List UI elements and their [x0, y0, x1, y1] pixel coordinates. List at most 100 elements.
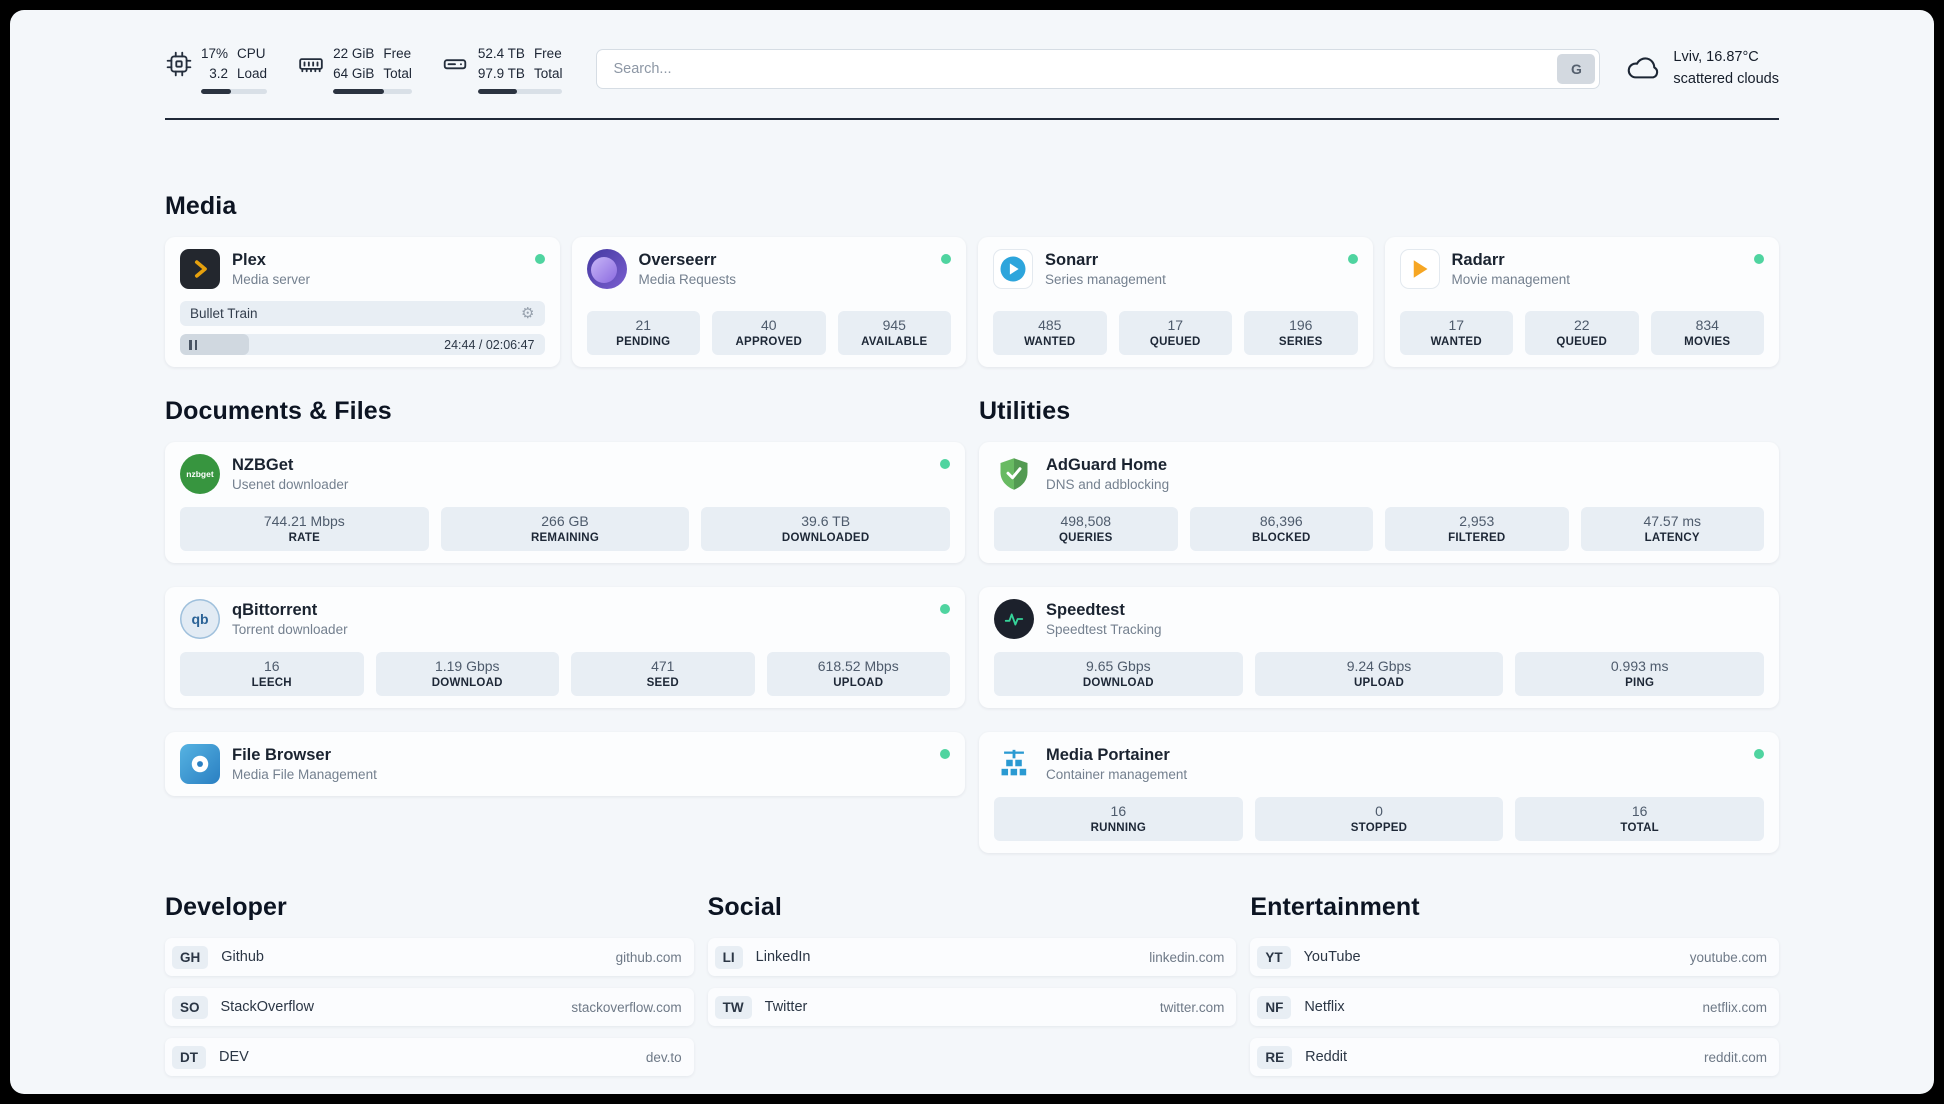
stat-label: QUERIES — [1058, 532, 1113, 545]
pause-icon[interactable] — [189, 339, 197, 350]
sonarr-status-indicator — [1347, 254, 1358, 265]
overseerr-card[interactable]: Overseerr Media Requests 21 PENDING 40 A… — [571, 237, 966, 368]
social-section-title: Social — [707, 893, 782, 922]
filebrowser-card[interactable]: File Browser Media File Management — [165, 732, 965, 797]
bookmark-name: Twitter — [764, 999, 808, 1016]
stat-value: 17 — [1448, 317, 1465, 334]
qbittorrent-status-indicator — [940, 604, 950, 615]
ram-progress-bar — [333, 89, 412, 95]
bookmark-twitter[interactable]: TW Twitter twitter.com — [707, 988, 1237, 1027]
speedtest-icon — [994, 599, 1034, 640]
media-section-title: Media — [165, 192, 237, 221]
stat-box: 16 TOTAL — [1515, 797, 1764, 842]
qbittorrent-card[interactable]: qb qBittorrent Torrent downloader 16 — [165, 587, 965, 709]
bookmark-url: reddit.com — [1703, 1049, 1767, 1065]
cpu-widget: 17% 3.2 CPU Load — [165, 44, 268, 95]
stat-box: 16 RUNNING — [994, 797, 1243, 842]
header-divider — [165, 118, 1779, 121]
overseerr-title: Overseerr — [638, 251, 717, 270]
bookmark-youtube[interactable]: YT YouTube youtube.com — [1250, 938, 1779, 977]
stat-value: 16 — [263, 658, 280, 675]
plex-player-bar[interactable]: 24:44 / 02:06:47 — [180, 334, 545, 356]
qbittorrent-subtitle: Torrent downloader — [232, 622, 348, 638]
speedtest-card[interactable]: Speedtest Speedtest Tracking 9.65 Gbps D… — [979, 587, 1779, 709]
stat-box: 39.6 TB DOWNLOADED — [701, 507, 950, 552]
nzbget-card[interactable]: nzbget NZBGet Usenet downloader 744.21 M… — [165, 442, 965, 564]
bookmark-dev[interactable]: DT DEV dev.to — [165, 1038, 694, 1077]
filebrowser-icon — [180, 744, 220, 785]
bookmark-stackoverflow[interactable]: SO StackOverflow stackoverflow.com — [165, 988, 694, 1027]
overseerr-status-indicator — [941, 254, 951, 265]
cpu-progress-fill — [201, 89, 231, 95]
stat-label: FILTERED — [1448, 532, 1506, 545]
radarr-status-indicator — [1754, 254, 1764, 265]
stat-value: 39.6 TB — [801, 513, 851, 530]
weather-widget: Lviv, 16.87°C scattered clouds — [1626, 47, 1779, 91]
stat-value: 17 — [1167, 317, 1184, 334]
stat-box: 21 PENDING — [586, 311, 700, 356]
radarr-card[interactable]: Radarr Movie management 17 WANTED 22 QUE… — [1384, 237, 1779, 368]
stat-label: UPLOAD — [1353, 677, 1405, 690]
media-section: Media Plex Media server — [165, 192, 1779, 368]
utilities-section-title: Utilities — [979, 397, 1071, 426]
bookmark-url: twitter.com — [1159, 999, 1225, 1015]
bookmark-netflix[interactable]: NF Netflix netflix.com — [1250, 988, 1779, 1027]
stat-box: 0.993 ms PING — [1515, 652, 1764, 697]
gear-icon[interactable]: ⚙ — [521, 305, 535, 323]
nzbget-subtitle: Usenet downloader — [232, 477, 349, 493]
bookmark-abbr: YT — [1257, 945, 1291, 969]
bookmark-name: Netflix — [1304, 999, 1345, 1016]
bookmark-url: stackoverflow.com — [571, 999, 682, 1015]
search-input[interactable] — [596, 49, 1601, 90]
stat-value: 22 — [1573, 317, 1590, 334]
stat-value: 485 — [1038, 317, 1062, 334]
cpu-load-value: 3.2 — [209, 65, 229, 81]
bookmark-url: github.com — [615, 949, 682, 965]
stat-box: 0 STOPPED — [1254, 797, 1504, 842]
stat-label: PENDING — [616, 336, 671, 349]
sonarr-title: Sonarr — [1045, 251, 1099, 270]
stat-box: 266 GB REMAINING — [440, 507, 690, 552]
portainer-card[interactable]: Media Portainer Container management 16 … — [979, 732, 1779, 854]
developer-section-title: Developer — [165, 893, 287, 922]
disk-free-label: Free — [533, 46, 562, 61]
stat-value: 47.57 ms — [1643, 513, 1702, 530]
nzbget-icon: nzbget — [180, 454, 220, 495]
stat-box: 16 LEECH — [180, 652, 364, 697]
plex-status-indicator — [534, 254, 545, 265]
portainer-subtitle: Container management — [1046, 767, 1188, 783]
stat-value: 16 — [1110, 803, 1127, 820]
stat-label: QUEUED — [1556, 336, 1608, 349]
entertainment-section-title: Entertainment — [1250, 893, 1420, 922]
portainer-status-indicator — [1754, 749, 1764, 760]
bookmark-abbr: RE — [1257, 1045, 1293, 1069]
stat-value: 471 — [651, 658, 675, 675]
stat-label: WANTED — [1430, 336, 1482, 349]
stat-box: 834 MOVIES — [1650, 311, 1764, 356]
adguard-card[interactable]: AdGuard Home DNS and adblocking 498,508 … — [979, 442, 1779, 564]
stat-value: 16 — [1631, 803, 1648, 820]
cpu-percent: 17% — [201, 46, 229, 61]
bookmark-linkedin[interactable]: LI LinkedIn linkedin.com — [707, 938, 1237, 977]
bookmark-github[interactable]: GH Github github.com — [165, 938, 694, 977]
disk-free-value: 52.4 TB — [477, 46, 525, 61]
social-section: Social LI LinkedIn linkedin.com TW Twitt… — [707, 893, 1237, 1027]
stat-box: 9.24 Gbps UPLOAD — [1254, 652, 1504, 697]
disk-progress-fill — [477, 89, 517, 95]
plex-card[interactable]: Plex Media server Bullet Train ⚙ 24:44 /… — [165, 237, 560, 368]
overseerr-subtitle: Media Requests — [638, 272, 737, 288]
dashboard-page: 17% 3.2 CPU Load — [10, 10, 1934, 1094]
ram-total-value: 64 GiB — [333, 65, 375, 81]
stat-value: 945 — [882, 317, 906, 334]
bookmark-reddit[interactable]: RE Reddit reddit.com — [1250, 1038, 1779, 1077]
cpu-load-label: Load — [237, 65, 268, 81]
stat-label: BLOCKED — [1251, 532, 1311, 545]
stat-label: WANTED — [1024, 336, 1076, 349]
sonarr-card[interactable]: Sonarr Series management 485 WANTED 17 Q… — [978, 237, 1373, 368]
stat-label: STOPPED — [1350, 822, 1408, 835]
stat-value: 9.65 Gbps — [1086, 658, 1151, 675]
ram-progress-fill — [333, 89, 385, 95]
now-playing-title: Bullet Train — [190, 306, 258, 322]
bookmark-abbr: NF — [1257, 995, 1292, 1019]
search-engine-button[interactable]: G — [1557, 54, 1596, 85]
